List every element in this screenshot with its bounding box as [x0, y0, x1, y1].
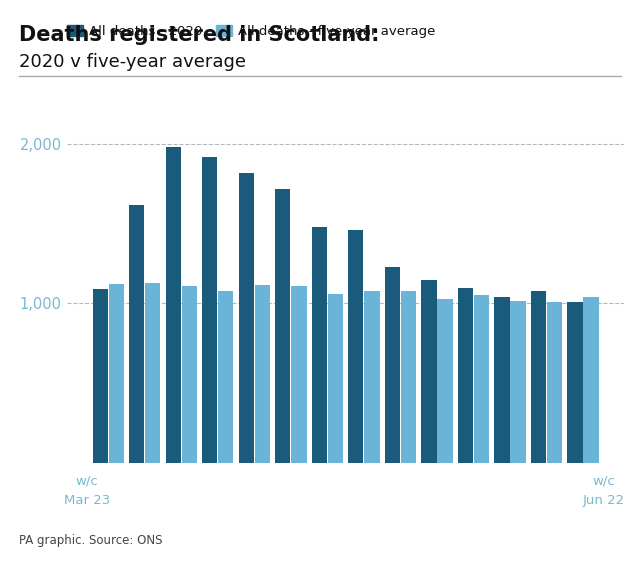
Bar [583, 297, 598, 463]
Bar [494, 297, 509, 463]
Bar [567, 302, 582, 463]
Bar [547, 302, 562, 463]
Bar [510, 301, 525, 463]
Bar [312, 227, 327, 463]
Bar [166, 148, 181, 463]
Text: w/c: w/c [593, 474, 616, 487]
Bar [348, 230, 364, 463]
Bar [458, 287, 473, 463]
Bar [291, 286, 307, 463]
Bar [401, 292, 416, 463]
Text: Jun 22: Jun 22 [583, 494, 625, 507]
Bar [109, 284, 124, 463]
Bar [202, 157, 218, 463]
Bar [239, 173, 254, 463]
Bar [129, 205, 145, 463]
Bar [218, 292, 234, 463]
Bar [421, 279, 436, 463]
Legend: All deaths - 2020, All deaths - five-year average: All deaths - 2020, All deaths - five-yea… [61, 19, 441, 43]
Text: Deaths registered in Scotland:: Deaths registered in Scotland: [19, 25, 380, 45]
Text: PA graphic. Source: ONS: PA graphic. Source: ONS [19, 534, 163, 547]
Bar [93, 289, 108, 463]
Text: w/c: w/c [76, 474, 99, 487]
Bar [328, 294, 343, 463]
Bar [531, 291, 546, 463]
Bar [385, 267, 400, 463]
Bar [255, 285, 270, 463]
Bar [474, 296, 489, 463]
Bar [275, 188, 291, 463]
Text: Mar 23: Mar 23 [64, 494, 110, 507]
Text: 2020 v five-year average: 2020 v five-year average [19, 53, 246, 71]
Bar [182, 286, 197, 463]
Bar [364, 291, 380, 463]
Bar [437, 298, 452, 463]
Bar [145, 283, 161, 463]
